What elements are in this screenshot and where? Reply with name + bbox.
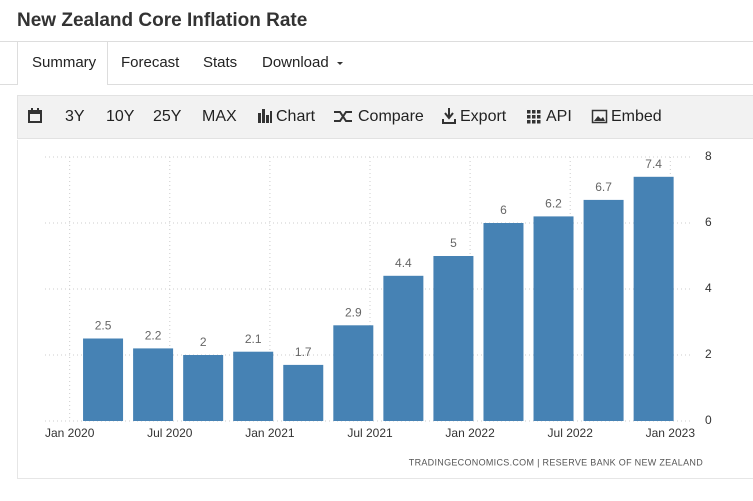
bar (483, 223, 524, 421)
toolbar-item[interactable]: 3Y (65, 108, 85, 125)
active-tab[interactable] (17, 41, 108, 86)
bar (233, 351, 274, 421)
bar (333, 325, 374, 421)
y-tick-label: 6 (705, 215, 712, 229)
calendar-icon[interactable] (28, 108, 42, 123)
tab[interactable]: Forecast (121, 54, 180, 71)
bar (633, 176, 674, 421)
bar (283, 364, 324, 421)
tab[interactable]: Stats (203, 54, 237, 71)
bar (83, 338, 124, 421)
bar (583, 199, 624, 421)
toolbar (17, 95, 753, 139)
bar (133, 348, 174, 421)
bar (533, 216, 574, 421)
bar (183, 355, 224, 421)
x-tick-label: Jul 2020 (147, 426, 193, 440)
embed-icon (591, 109, 608, 124)
value-label: 2.9 (345, 305, 362, 319)
y-tick-label: 4 (705, 281, 712, 295)
value-label: 2 (200, 335, 207, 349)
toolbar-item[interactable]: API (546, 108, 572, 125)
chart-icon (258, 109, 272, 123)
value-label: 6 (500, 203, 507, 217)
x-tick-label: Jan 2023 (646, 426, 696, 440)
toolbar-item[interactable]: Compare (358, 108, 424, 125)
toolbar-item[interactable]: Export (460, 108, 507, 125)
value-label: 6.7 (595, 180, 612, 194)
value-label: 1.7 (295, 345, 312, 359)
bar (433, 256, 474, 421)
value-label: 2.1 (245, 332, 262, 346)
toolbar-item[interactable]: MAX (202, 108, 237, 125)
y-tick-label: 2 (705, 347, 712, 361)
x-tick-label: Jan 2021 (245, 426, 295, 440)
y-tick-label: 0 (705, 413, 712, 427)
toolbar-item[interactable]: Embed (611, 108, 662, 125)
x-tick-label: Jan 2020 (45, 426, 95, 440)
value-label: 2.2 (145, 329, 162, 343)
tab[interactable]: Download (262, 54, 329, 71)
x-tick-label: Jan 2022 (445, 426, 495, 440)
y-tick-label: 8 (705, 149, 712, 163)
x-tick-label: Jul 2022 (548, 426, 594, 440)
export-icon (442, 108, 456, 124)
bar (383, 275, 424, 421)
value-label: 5 (450, 236, 457, 250)
api-icon (527, 110, 541, 124)
x-tick-label: Jul 2021 (347, 426, 393, 440)
value-label: 6.2 (545, 197, 562, 211)
compare-icon (334, 111, 352, 122)
chart-frame (17, 140, 753, 479)
value-label: 7.4 (645, 157, 662, 171)
toolbar-item[interactable]: 25Y (153, 108, 182, 125)
toolbar-item[interactable]: Chart (276, 108, 316, 125)
caret (337, 62, 343, 65)
value-label: 4.4 (395, 256, 412, 270)
toolbar-item[interactable]: 10Y (106, 108, 135, 125)
tab[interactable]: Summary (32, 54, 97, 71)
page-title: New Zealand Core Inflation Rate (17, 10, 307, 31)
source: TRADINGECONOMICS.COM | RESERVE BANK OF N… (409, 457, 703, 467)
value-label: 2.5 (95, 319, 112, 333)
